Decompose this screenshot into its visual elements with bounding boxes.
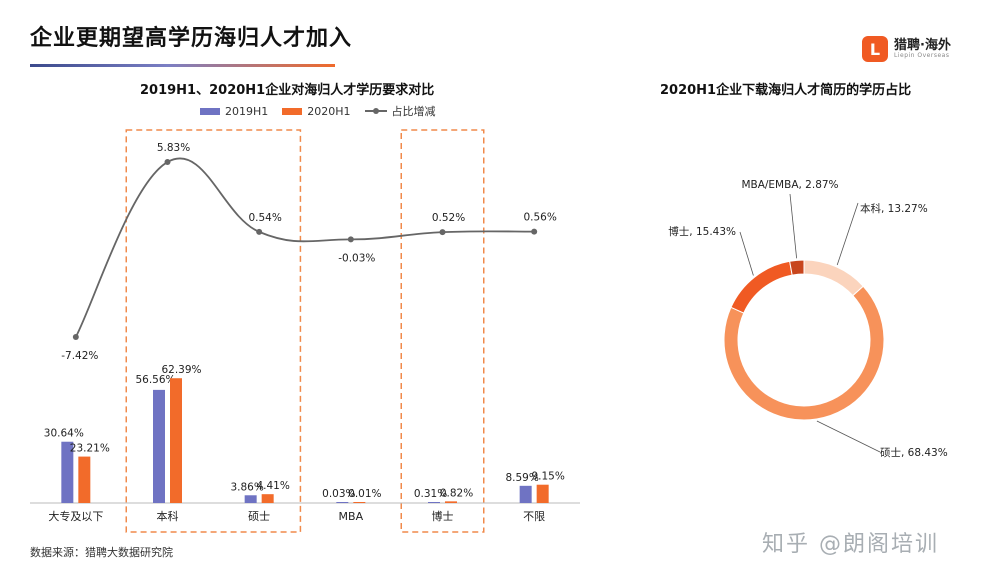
bar-label-2020H1-5: 9.15% — [531, 471, 564, 483]
change-label-0: -7.42% — [61, 350, 98, 362]
donut-leader-3 — [789, 193, 798, 259]
bar-2020H1-2 — [261, 494, 274, 503]
change-label-5: 0.56% — [523, 212, 556, 224]
legend-label-2019: 2019H1 — [225, 104, 269, 118]
change-label-4: 0.52% — [432, 212, 465, 224]
bar-2019H1-2 — [244, 495, 257, 503]
change-point-5 — [531, 228, 538, 235]
bar-label-2019H1-0: 30.64% — [44, 428, 84, 440]
bar-label-2020H1-4: 0.82% — [440, 487, 473, 499]
legend-swatch-change — [364, 106, 387, 116]
donut-slice-2 — [730, 260, 793, 314]
change-point-2 — [256, 228, 263, 235]
donut-leader-0 — [836, 202, 859, 266]
bar-label-2019H1-5: 8.59% — [505, 472, 538, 484]
liepin-logo-icon: L — [862, 36, 888, 62]
x-tick-label-0: 大专及以下 — [48, 509, 103, 523]
legend-item-2019: 2019H1 — [200, 105, 268, 118]
page-title: 企业更期望高学历海归人才加入 — [30, 26, 353, 51]
bar-label-2020H1-3: 0.01% — [348, 488, 381, 500]
bar-2019H1-0 — [61, 441, 74, 503]
legend-swatch-2019 — [200, 107, 220, 115]
change-point-0 — [72, 333, 79, 340]
bar-2020H1-4 — [445, 501, 457, 503]
donut-leader-1 — [816, 420, 881, 453]
donut-label-1: 硕士, 68.43% — [880, 446, 948, 459]
bar-2019H1-1 — [153, 389, 165, 503]
bar-2020H1-3 — [353, 502, 366, 503]
legend-label-change: 占比增减 — [391, 105, 436, 118]
bar-2020H1-5 — [536, 484, 549, 503]
brand-subtitle: Liepin Overseas — [894, 51, 950, 59]
bar-label-2020H1-2: 4.41% — [256, 480, 289, 492]
x-tick-label-3: MBA — [339, 510, 364, 523]
change-label-1: 5.83% — [157, 142, 190, 154]
bar-2020H1-1 — [170, 378, 182, 503]
bar-label-2020H1-1: 62.39% — [161, 364, 201, 376]
highlight-box-0 — [125, 129, 302, 533]
bar-chart-legend: 2019H1 2020H1 占比增减 — [200, 103, 450, 119]
brand-logo: L 猎聘·海外 Liepin Overseas — [862, 32, 951, 66]
change-point-3 — [347, 236, 354, 243]
change-label-2: 0.54% — [248, 212, 281, 224]
change-label-3: -0.03% — [338, 252, 375, 264]
legend-item-2020: 2020H1 — [282, 104, 351, 118]
donut-label-3: MBA/EMBA, 2.87% — [741, 179, 838, 191]
legend-label-2020: 2020H1 — [307, 104, 351, 118]
bar-label-2020H1-0: 23.21% — [70, 443, 110, 455]
donut-leader-2 — [739, 231, 754, 276]
donut-slice-0 — [803, 259, 864, 297]
legend-swatch-2020 — [282, 107, 303, 115]
brand-name: 猎聘·海外 — [894, 38, 951, 54]
x-tick-label-2: 硕士 — [248, 510, 270, 523]
bar-2019H1-5 — [519, 485, 532, 503]
x-tick-label-4: 博士 — [432, 510, 454, 523]
change-line — [75, 157, 535, 338]
bar-label-2019H1-2: 3.86% — [230, 481, 263, 493]
bar-label-2019H1-4: 0.31% — [414, 488, 447, 500]
bar-2020H1-0 — [78, 456, 91, 503]
title-underline — [30, 64, 335, 67]
donut-slice-1 — [723, 285, 885, 421]
change-point-4 — [439, 229, 446, 236]
bar-label-2019H1-3: 0.03% — [322, 488, 355, 500]
donut-slice-3 — [789, 259, 805, 276]
highlight-box-1 — [400, 129, 485, 533]
watermark: 知乎 @朗阁培训 — [762, 532, 939, 557]
bar-label-2019H1-1: 56.56% — [135, 374, 175, 386]
bar-2019H1-3 — [336, 502, 349, 503]
x-tick-label-5: 不限 — [523, 510, 545, 523]
x-tick-label-1: 本科 — [157, 509, 179, 523]
donut-chart-title: 2020H1企业下载海归人才简历的学历占比 — [660, 83, 912, 98]
change-point-1 — [164, 159, 171, 166]
donut-label-0: 本科, 13.27% — [860, 202, 928, 215]
donut-label-2: 博士, 15.43% — [668, 225, 736, 238]
data-source-note: 数据来源：猎聘大数据研究院 — [30, 546, 173, 559]
bar-2019H1-4 — [428, 502, 440, 503]
legend-item-change: 占比增减 — [364, 103, 436, 119]
bar-chart-title: 2019H1、2020H1企业对海归人才学历要求对比 — [140, 83, 435, 98]
